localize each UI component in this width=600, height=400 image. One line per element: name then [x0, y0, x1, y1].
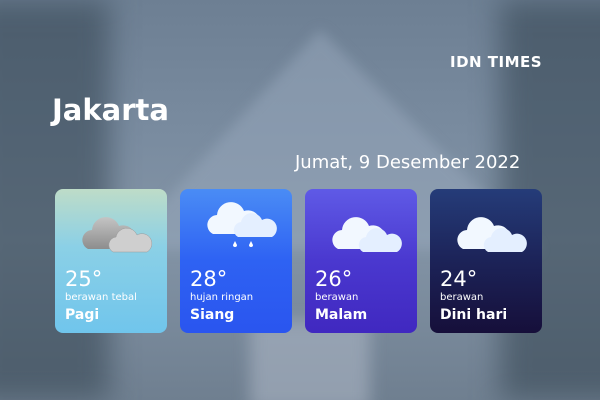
- forecast-card-pagi: 25° berawan tebal Pagi: [55, 189, 167, 333]
- brand-logo: IDN TIMES: [450, 53, 543, 71]
- forecast-card-dini-hari: 24° berawan Dini hari: [430, 189, 542, 333]
- forecast-card-siang: 28° hujan ringan Siang: [180, 189, 292, 333]
- cloud-icon: [457, 217, 527, 252]
- weather-description: berawan: [440, 292, 484, 303]
- weather-description: hujan ringan: [190, 292, 254, 303]
- weather-description: berawan tebal: [65, 292, 137, 303]
- period-label: Malam: [315, 307, 368, 323]
- dark-cloud-icon: [82, 217, 153, 253]
- temperature: 25°: [65, 267, 103, 291]
- date-label: Jumat, 9 Desember 2022: [295, 152, 521, 173]
- cloud-icon: [332, 217, 402, 252]
- rain-cloud-icon: [207, 202, 277, 247]
- period-label: Pagi: [65, 307, 100, 323]
- city-title: Jakarta: [52, 93, 169, 127]
- temperature: 28°: [190, 267, 228, 291]
- forecast-card-malam: 26° berawan Malam: [305, 189, 417, 333]
- temperature: 24°: [440, 267, 478, 291]
- period-label: Dini hari: [440, 307, 508, 323]
- period-label: Siang: [190, 307, 235, 323]
- temperature: 26°: [315, 267, 353, 291]
- weather-description: berawan: [315, 292, 359, 303]
